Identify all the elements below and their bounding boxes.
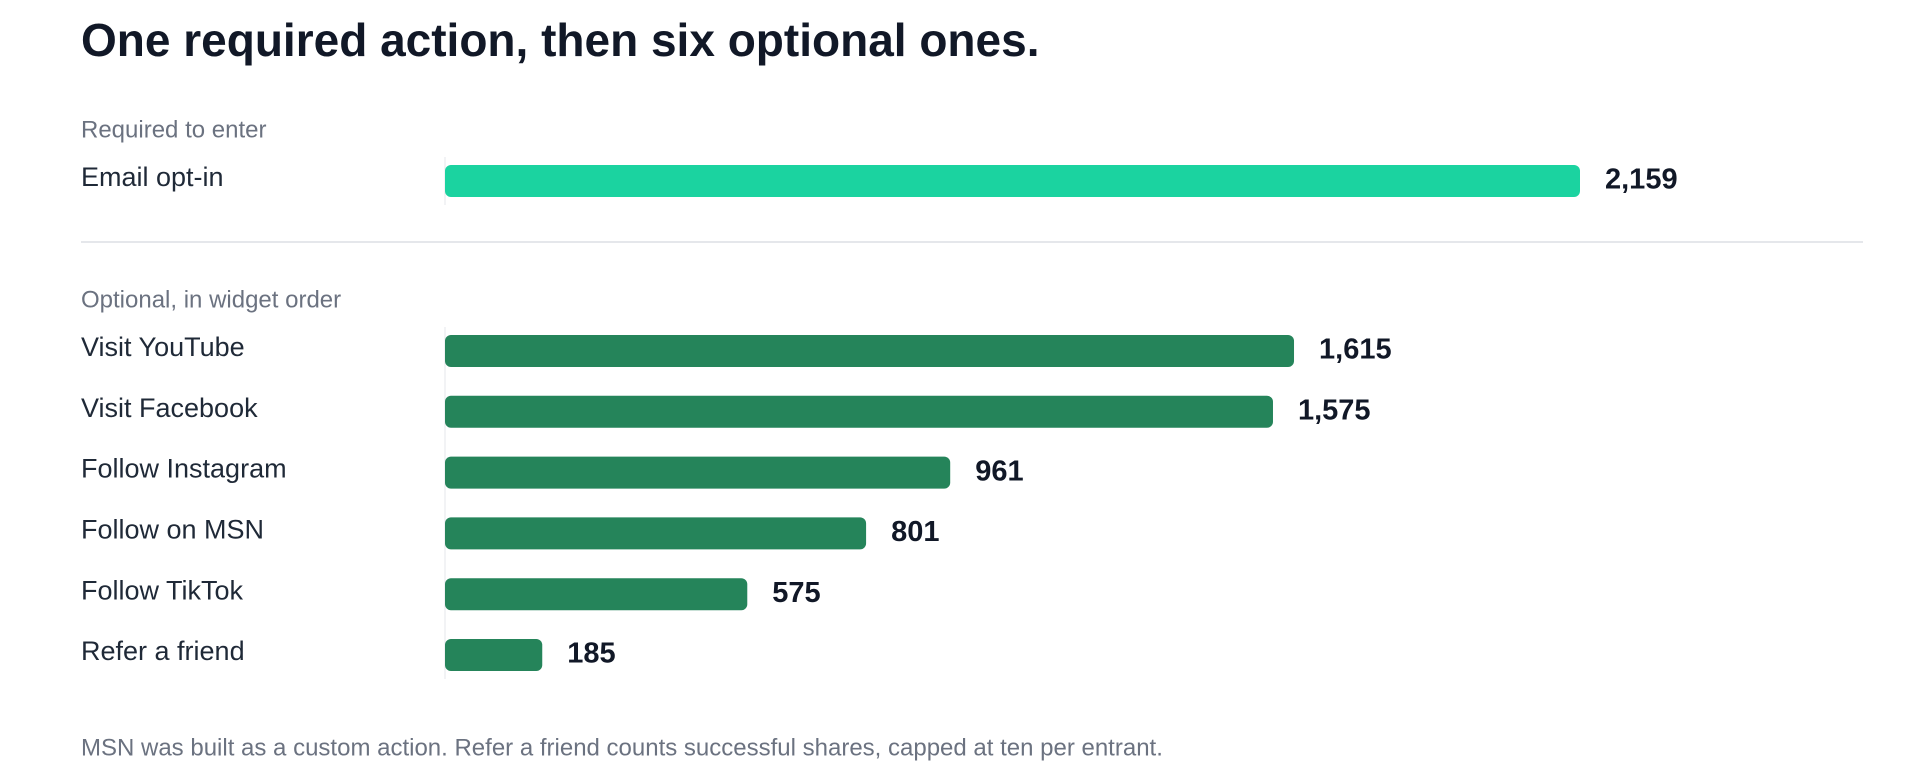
bar [445,165,1580,197]
value-label: 575 [772,577,820,609]
category-label: Follow on MSN [81,515,264,545]
value-label: 185 [567,638,615,670]
value-label: 1,615 [1319,334,1392,366]
bar [445,456,951,489]
bar [445,395,1273,428]
bar [445,517,867,550]
category-label: Visit Facebook [81,393,258,423]
chart-note: MSN was built as a custom action. Refer … [81,734,1163,761]
category-label: Email opt-in [81,162,224,192]
bar [445,639,543,671]
bar [445,335,1295,367]
category-label: Follow TikTok [81,575,244,605]
category-label: Visit YouTube [81,332,245,362]
value-label: 1,575 [1298,394,1371,426]
value-label: 961 [975,455,1023,487]
bar [445,578,748,611]
category-label: Refer a friend [81,636,245,666]
group-label: Required to enter [81,116,266,143]
chart-title: One required action, then six optional o… [81,14,1039,66]
group-label: Optional, in widget order [81,286,341,313]
value-label: 801 [891,516,939,548]
category-label: Follow Instagram [81,454,287,484]
value-label: 2,159 [1605,164,1678,196]
